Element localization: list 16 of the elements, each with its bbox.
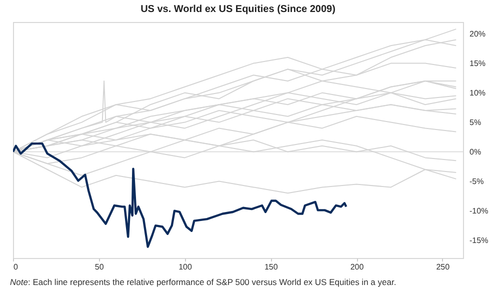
x-tick-label: 0 [14, 262, 18, 272]
y-tick-label: 15% [470, 58, 486, 68]
y-tick-label: 20% [470, 29, 486, 38]
y-tick-label: 10% [470, 88, 486, 98]
x-tick-label: 150 [264, 262, 278, 272]
x-tick-label: 50 [94, 262, 104, 272]
y-tick-label: -10% [470, 206, 488, 216]
x-tick-label: 100 [178, 262, 192, 272]
y-tick-label: -15% [470, 236, 488, 245]
text: Note: Each line represents the relative performance of S&P 500 versus World ex US Equities in a year. [10, 277, 396, 287]
chart-title: US vs. World ex US Equities (Since 2009) [140, 4, 336, 15]
x-tick-label: 200 [350, 262, 364, 272]
y-tick-label: 5% [470, 118, 482, 127]
x-tick-label: 250 [436, 262, 450, 272]
y-tick-label: 0% [470, 147, 482, 156]
y-tick-label: -5% [470, 176, 484, 186]
